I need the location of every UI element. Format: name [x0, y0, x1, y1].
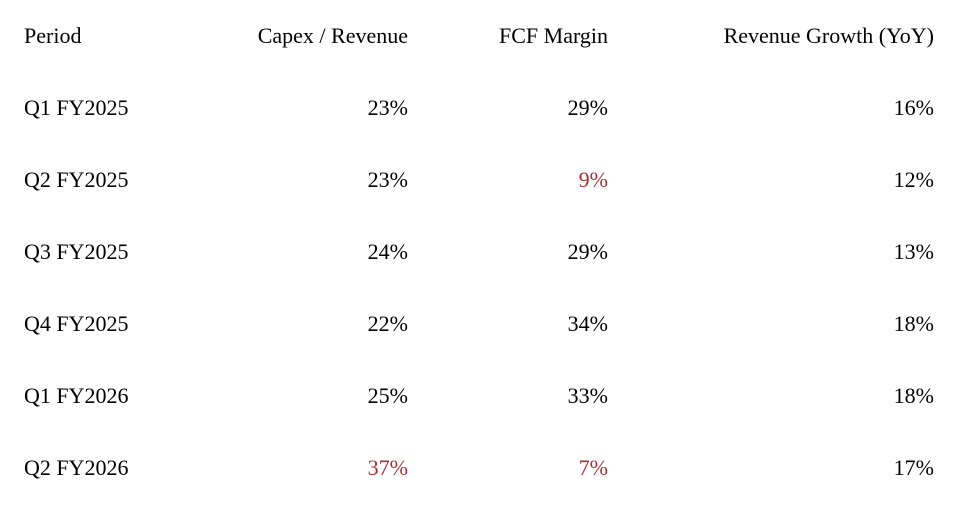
revenue-growth-cell: 17% — [893, 455, 934, 480]
capex-revenue-cell: 24% — [367, 239, 408, 264]
revenue-growth-cell: 18% — [893, 311, 934, 336]
header-row: Period Capex / Revenue FCF Margin Revenu… — [0, 0, 958, 72]
revenue-growth-cell: 13% — [893, 239, 934, 264]
table-row: Q4 FY2025 22% 34% 18% — [0, 288, 958, 360]
period-cell: Q1 FY2026 — [24, 383, 129, 408]
capex-revenue-cell: 25% — [367, 383, 408, 408]
revenue-growth-cell: 18% — [893, 383, 934, 408]
capex-revenue-cell: 22% — [367, 311, 408, 336]
financial-metrics-table: Period Capex / Revenue FCF Margin Revenu… — [0, 0, 958, 504]
table-body: Q1 FY2025 23% 29% 16% Q2 FY2025 23% 9% 1… — [0, 72, 958, 504]
header-capex-revenue: Capex / Revenue — [257, 23, 408, 48]
period-cell: Q4 FY2025 — [24, 311, 129, 336]
table-row: Q1 FY2025 23% 29% 16% — [0, 72, 958, 144]
revenue-growth-cell: 16% — [893, 95, 934, 120]
fcf-margin-cell: 34% — [567, 311, 608, 336]
header-fcf-margin: FCF Margin — [498, 23, 608, 48]
period-cell: Q1 FY2025 — [24, 95, 129, 120]
header-revenue-growth: Revenue Growth (YoY) — [723, 23, 934, 48]
fcf-margin-cell: 33% — [567, 383, 608, 408]
fcf-margin-cell: 9% — [578, 167, 608, 192]
header-period: Period — [24, 23, 82, 48]
capex-revenue-cell: 23% — [367, 167, 408, 192]
period-cell: Q2 FY2026 — [24, 455, 129, 480]
table-row: Q1 FY2026 25% 33% 18% — [0, 360, 958, 432]
fcf-margin-cell: 29% — [567, 95, 608, 120]
table-row: Q2 FY2025 23% 9% 12% — [0, 144, 958, 216]
fcf-margin-cell: 29% — [567, 239, 608, 264]
period-cell: Q2 FY2025 — [24, 167, 129, 192]
capex-revenue-cell: 37% — [367, 455, 408, 480]
period-cell: Q3 FY2025 — [24, 239, 129, 264]
capex-revenue-cell: 23% — [367, 95, 408, 120]
table-row: Q2 FY2026 37% 7% 17% — [0, 432, 958, 504]
revenue-growth-cell: 12% — [893, 167, 934, 192]
table-row: Q3 FY2025 24% 29% 13% — [0, 216, 958, 288]
fcf-margin-cell: 7% — [578, 455, 608, 480]
table-header: Period Capex / Revenue FCF Margin Revenu… — [0, 0, 958, 72]
